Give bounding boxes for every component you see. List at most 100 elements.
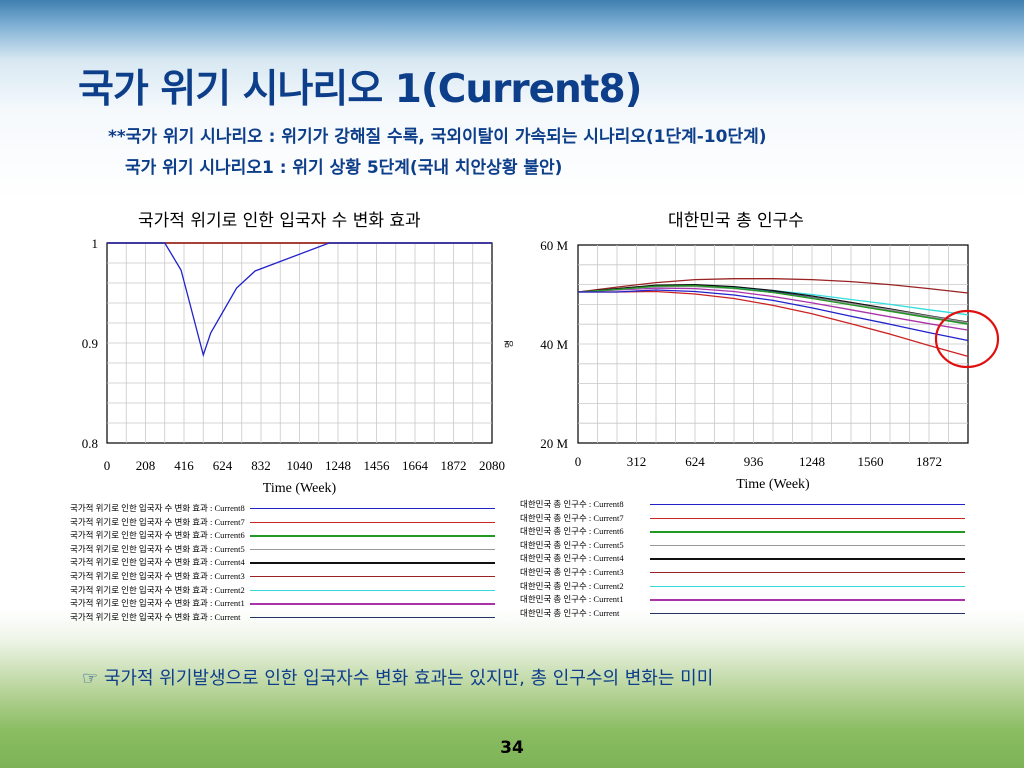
series-line-1 [578,290,969,358]
legend-label: 대한민국 총 인구수 : Current [520,607,620,618]
legend-swatch [250,576,495,578]
left-chart-legend: 국가적 위기로 인한 입국자 수 변화 효과 : Current8 국가적 위기로… [70,502,495,624]
legend-item: 국가적 위기로 인한 입국자 수 변화 효과 : Current2 [70,584,495,598]
legend-label: 대한민국 총 인구수 : Current5 [520,539,624,550]
series-line-4 [577,283,969,323]
x-tick-label: 0 [575,454,582,469]
legend-label: 대한민국 총 인구수 : Current2 [520,580,624,591]
right-chart-legend: 대한민국 총 인구수 : Current8 대한민국 총 인구수 : Curren… [520,498,965,620]
legend-item: 국가적 위기로 인한 입국자 수 변화 효과 : Current1 [70,597,495,611]
series-line-7 [577,287,969,331]
legend-item: 대한민국 총 인구수 : Current7 [520,512,965,526]
x-tick-label: 208 [136,458,156,473]
x-tick-label: 416 [174,458,194,473]
x-tick-label: 1456 [364,458,391,473]
legend-label: 국가적 위기로 인한 입국자 수 변화 효과 : Current8 [70,503,245,513]
legend-swatch [250,521,495,524]
x-axis-label: Time (Week) [263,481,337,496]
legend-label: 대한민국 총 인구수 : Current4 [520,553,624,564]
y-tick-label: 0.9 [82,336,98,351]
x-tick-label: 1664 [402,458,429,473]
entry-effect-chart: 0 208 416 624 832 1040 1248 1456 1664 1872 2080 1 0.… [82,236,505,496]
conclusion-note: ☞ 국가적 위기발생으로 인한 입국자수 변화 효과는 있지만, 총 인구수의 … [82,668,714,689]
legend-swatch [650,558,965,560]
series-line-5 [577,278,969,294]
legend-item: 국가적 위기로 인한 입국자 수 변화 효과 : Current7 [70,516,495,530]
series-line-2 [577,284,969,325]
series-line-0 [578,289,969,342]
x-tick-label: 1872 [916,454,942,469]
y-tick-label: 20 M [540,436,568,451]
legend-swatch [650,599,965,601]
legend-item: 국가적 위기로 인한 입국자 수 변화 효과 : Current6 [70,529,495,543]
legend-label: 대한민국 총 인구수 : Current8 [520,499,624,509]
legend-swatch [650,612,965,615]
legend-label: 국가적 위기로 인한 입국자 수 변화 효과 : Current [70,611,241,622]
x-tick-label: 624 [685,454,705,469]
legend-swatch [650,504,965,506]
left-chart-title: 국가적 위기로 인한 입국자 수 변화 효과 [138,211,421,231]
x-tick-label: 1248 [799,454,825,469]
legend-item: 대한민국 총 인구수 : Current4 [520,552,965,566]
legend-label: 대한민국 총 인구수 : Current7 [520,512,624,523]
legend-item: 대한민국 총 인구수 : Current [520,607,965,621]
right-chart-title: 대한민국 총 인구수 [668,211,804,231]
legend-swatch [650,517,965,520]
legend-item: 대한민국 총 인구수 : Current8 [520,498,965,512]
population-chart: 0 312 624 936 1248 1560 1872 60 M 40 M 20 M Time (… [504,238,1000,492]
legend-label: 대한민국 총 인구수 : Current6 [520,526,624,537]
slide-title: 국가 위기 시나리오 1(Current8) [78,67,642,112]
x-tick-label: 312 [627,454,647,469]
legend-swatch [250,535,495,537]
x-tick-label: 1248 [325,458,351,473]
x-tick-label: 1872 [441,458,467,473]
legend-swatch [650,585,965,588]
legend-item: 대한민국 총 인구수 : Current3 [520,566,965,580]
legend-swatch [250,508,495,510]
legend-item: 국가적 위기로 인한 입국자 수 변화 효과 : Current5 [70,543,495,557]
legend-label: 국가적 위기로 인한 입국자 수 변화 효과 : Current7 [70,516,245,527]
legend-item: 국가적 위기로 인한 입국자 수 변화 효과 : Current8 [70,502,495,516]
legend-item: 대한민국 총 인구수 : Current5 [520,539,965,553]
legend-swatch [650,572,965,574]
highlight-circle [934,309,1000,369]
legend-item: 대한민국 총 인구수 : Current1 [520,593,965,607]
legend-item: 대한민국 총 인구수 : Current2 [520,580,965,594]
legend-label: 대한민국 총 인구수 : Current1 [520,594,624,605]
y-axis-label: 명 [504,340,515,348]
legend-swatch [250,616,495,619]
y-tick-label: 40 M [540,337,568,352]
x-axis-label: Time (Week) [736,477,810,492]
legend-label: 국가적 위기로 인한 입국자 수 변화 효과 : Current3 [70,570,245,581]
subtitle-scenario-definition: **국가 위기 시나리오 : 위기가 강해질 수록, 국외이탈이 가속되는 시나… [108,127,767,147]
x-tick-label: 2080 [479,458,505,473]
legend-label: 대한민국 총 인구수 : Current3 [520,566,624,577]
legend-swatch [650,531,965,533]
legend-item: 국가적 위기로 인한 입국자 수 변화 효과 : Current4 [70,556,495,570]
x-tick-label: 624 [213,458,233,473]
legend-swatch [250,589,495,592]
legend-label: 국가적 위기로 인한 입국자 수 변화 효과 : Current5 [70,543,245,554]
subtitle-scenario-stage: 국가 위기 시나리오1 : 위기 상황 5단계(국내 치안상황 불안) [125,158,563,178]
legend-swatch [250,562,495,564]
legend-swatch [650,544,965,547]
legend-label: 국가적 위기로 인한 입국자 수 변화 효과 : Current2 [70,584,245,595]
x-tick-label: 0 [104,458,111,473]
legend-item: 국가적 위기로 인한 입국자 수 변화 효과 : Current3 [70,570,495,584]
legend-swatch [250,603,495,605]
legend-label: 국가적 위기로 인한 입국자 수 변화 효과 : Current1 [70,598,245,609]
x-tick-label: 936 [744,454,764,469]
x-tick-label: 1040 [287,458,313,473]
page-number: 34 [500,738,524,758]
y-tick-label: 0.8 [82,436,98,451]
legend-label: 국가적 위기로 인한 입국자 수 변화 효과 : Current6 [70,530,245,541]
x-tick-label: 1560 [858,454,884,469]
x-tick-label: 832 [251,458,271,473]
legend-swatch [250,548,495,551]
y-tick-label: 1 [92,236,99,251]
series-line-0 [107,242,492,358]
y-tick-label: 60 M [540,238,568,253]
legend-label: 국가적 위기로 인한 입국자 수 변화 효과 : Current4 [70,557,245,568]
legend-item: 국가적 위기로 인한 입국자 수 변화 효과 : Current [70,611,495,625]
